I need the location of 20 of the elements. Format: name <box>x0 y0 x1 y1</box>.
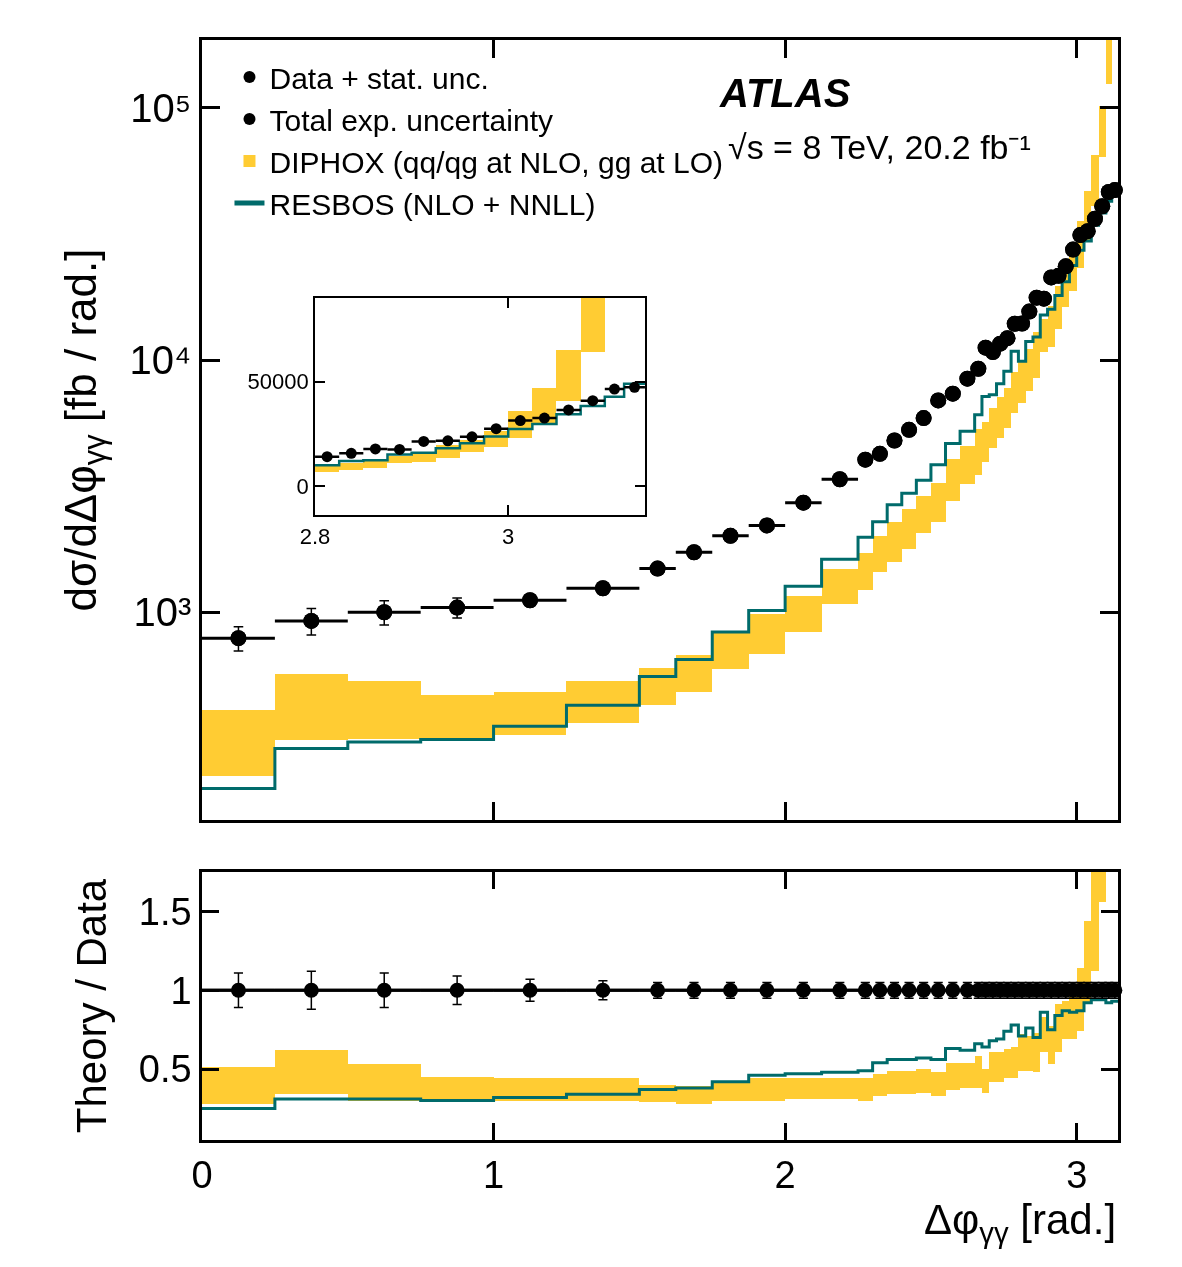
x-tick-label: 3 <box>1066 1154 1088 1197</box>
x-tick-label: 2 <box>774 1154 796 1197</box>
legend-label: Total exp. uncertainty <box>269 103 553 137</box>
x-tick-label: 1 <box>483 1154 505 1197</box>
y-tick-label: 10⁴ <box>129 338 192 383</box>
y-tick-label: 10⁵ <box>130 85 192 130</box>
y-tick-label: 0.5 <box>138 1048 192 1091</box>
legend-label: DIPHOX (qq/qg at NLO, gg at LO) <box>269 145 724 179</box>
y-tick-label: 50000 <box>247 369 309 395</box>
x-tick-label: 2.8 <box>299 523 331 549</box>
legend-label: RESBOS (NLO + NNLL) <box>269 187 596 221</box>
y-axis-title: Theory / Data <box>67 878 115 1134</box>
x-axis-title: Δφ$_{γγ}$ [rad.] <box>924 1196 1117 1249</box>
annotation: ATLAS <box>719 71 851 115</box>
y-tick-label: 10³ <box>133 590 192 635</box>
y-tick-label: 1.5 <box>138 890 192 933</box>
legend-label: Data + stat. unc. <box>269 61 489 95</box>
annotation: √s = 8 TeV, 20.2 fb⁻¹ <box>728 128 1031 166</box>
x-tick-label: 3 <box>502 523 515 549</box>
y-tick-label: 1 <box>170 969 192 1012</box>
